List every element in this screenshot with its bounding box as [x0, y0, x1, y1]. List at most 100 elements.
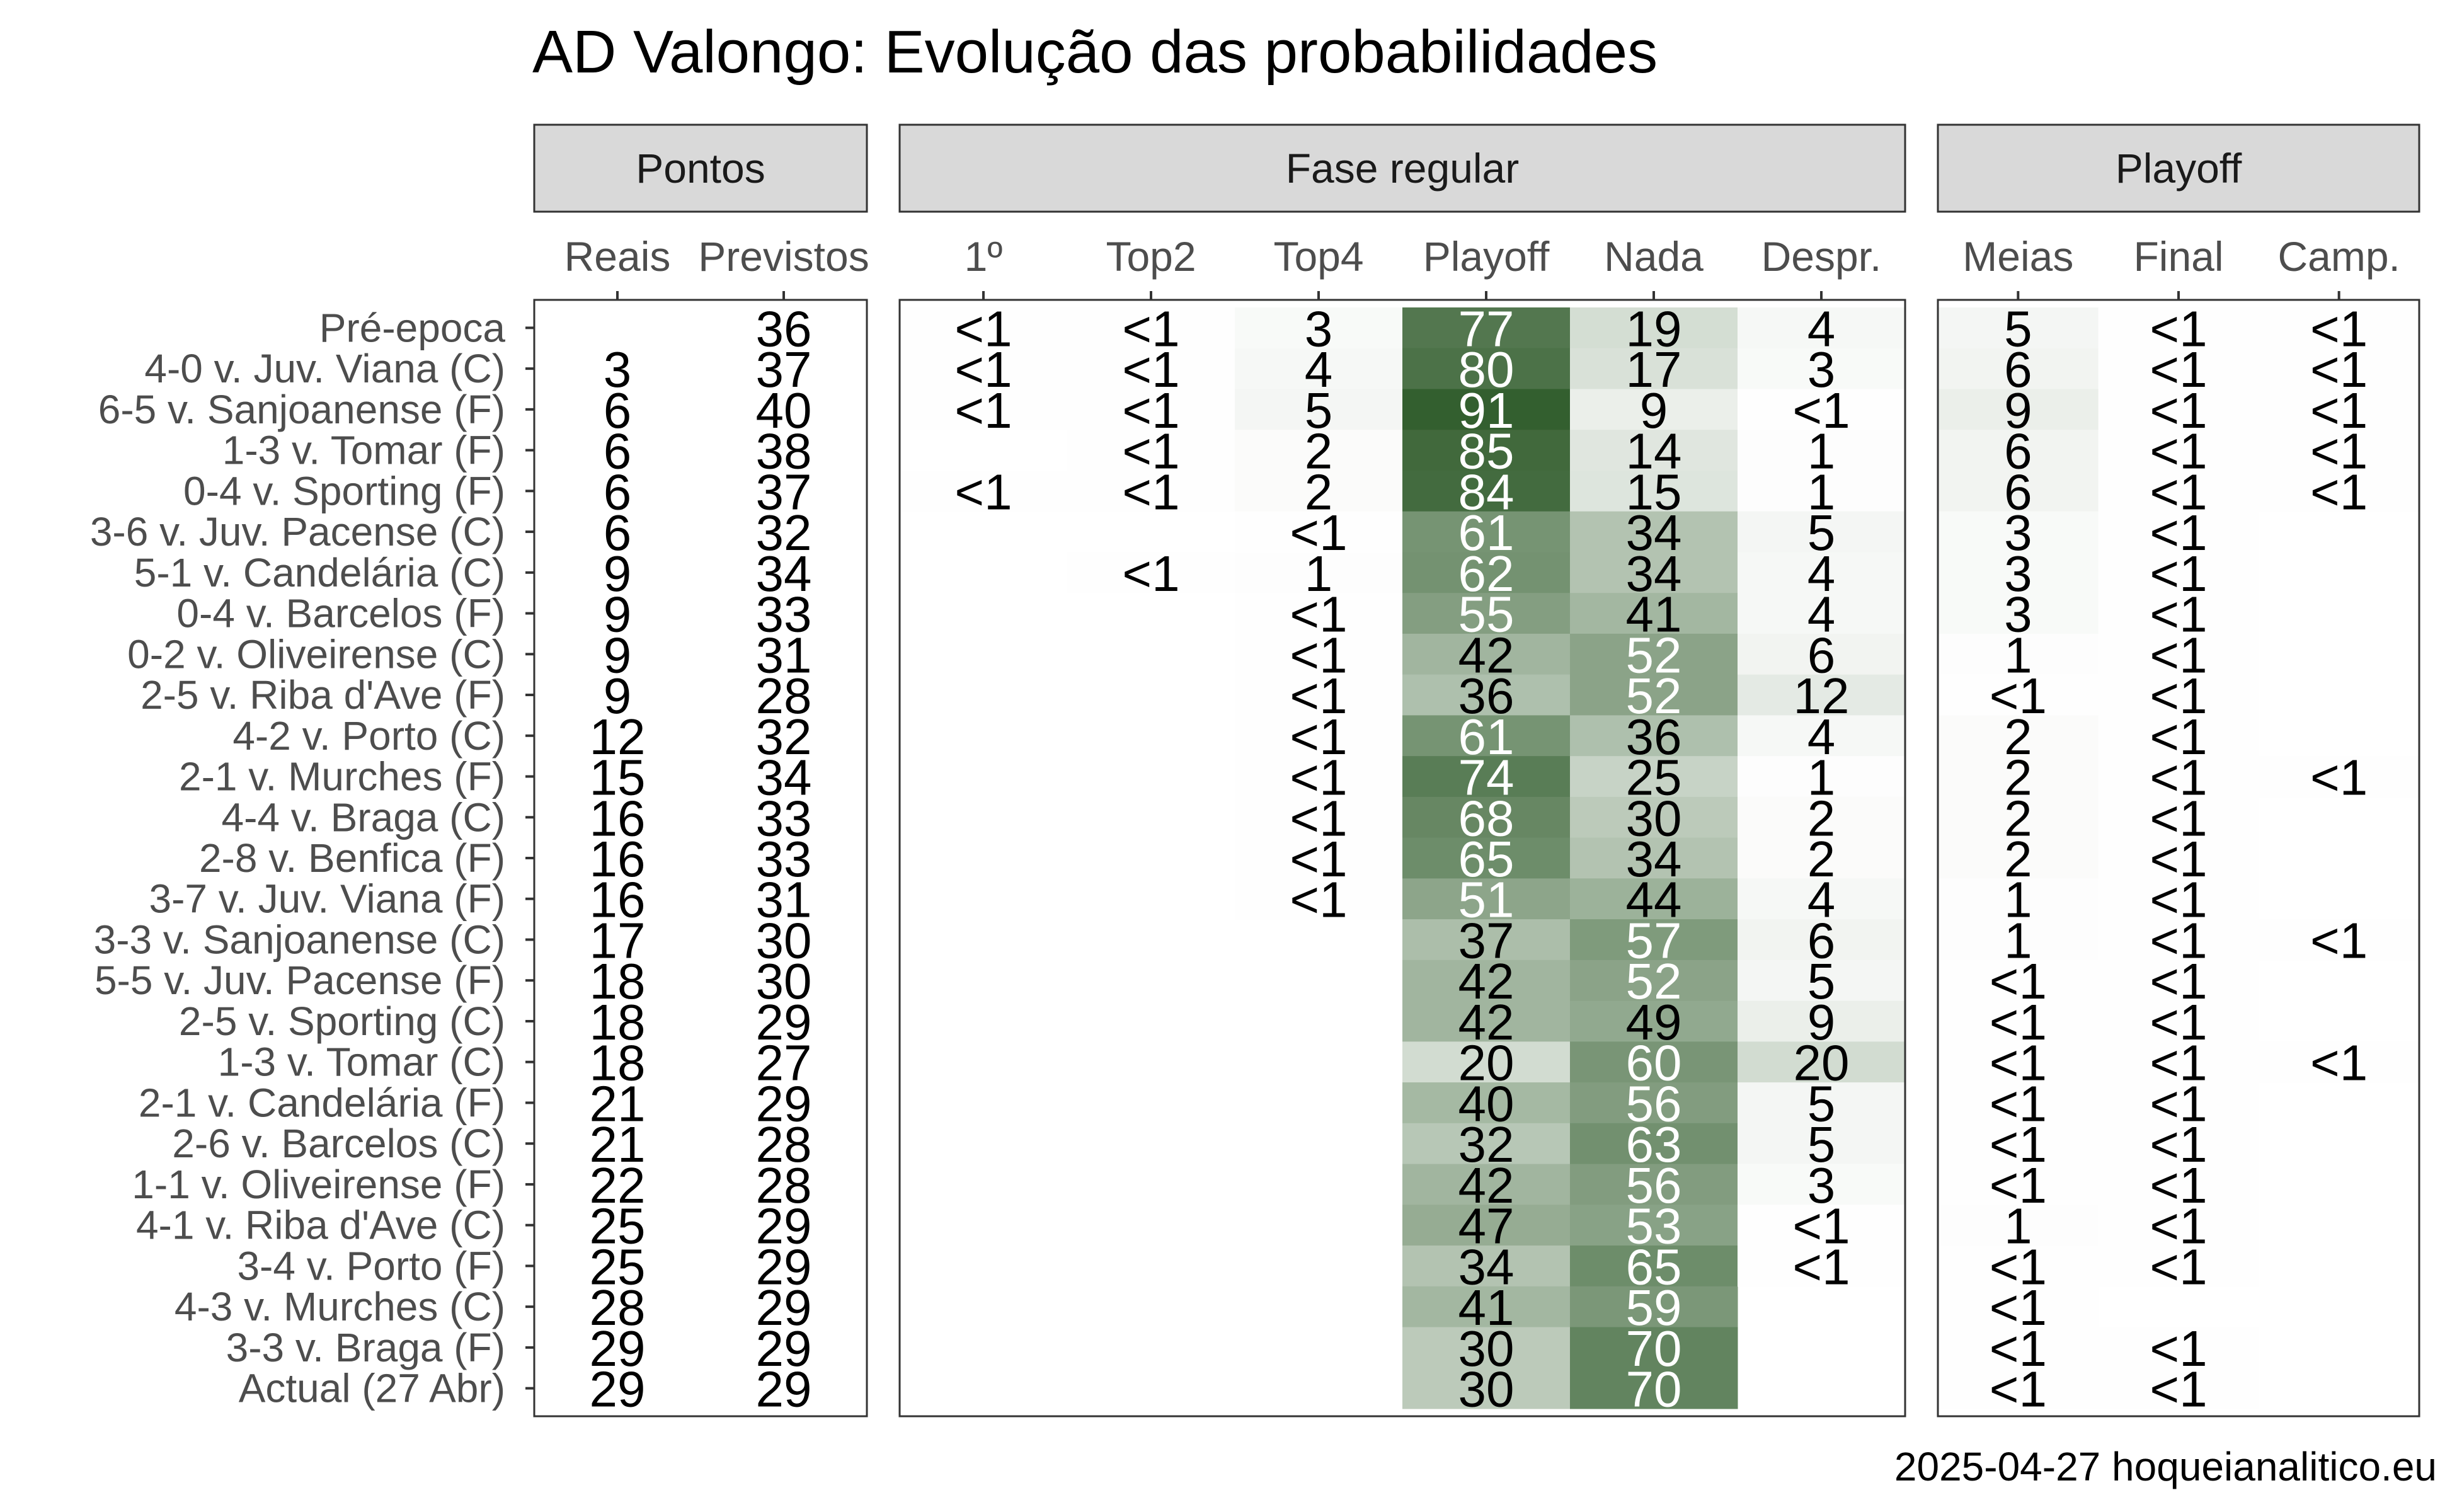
- cell-value: 15: [590, 750, 646, 806]
- cell-value: <1: [1290, 709, 1347, 765]
- cell-value: 3: [2004, 587, 2032, 643]
- heat-cell: [1938, 1082, 2099, 1124]
- heat-cell: [1402, 1246, 1571, 1287]
- cell-value: <1: [2150, 546, 2207, 602]
- row-label: 3-7 v. Juv. Viana (F): [149, 876, 505, 922]
- cell-value: <1: [2150, 1075, 2207, 1131]
- cell-value: 52: [1626, 953, 1682, 1009]
- cell-value: 68: [1458, 790, 1515, 846]
- column-label: Top2: [1106, 233, 1196, 280]
- cell-value: <1: [1792, 382, 1850, 438]
- cell-value: 70: [1626, 1361, 1682, 1418]
- heat-cell: [1738, 959, 1906, 1002]
- cell-value: 30: [756, 912, 812, 968]
- heat-cell: [1235, 430, 1403, 471]
- heat-cell: [1402, 633, 1571, 675]
- cell-value: 9: [2004, 382, 2032, 438]
- cell-value: <1: [954, 301, 1012, 357]
- heat-cell: [2098, 633, 2259, 675]
- cell-value: 36: [756, 301, 812, 357]
- heat-cell: [2098, 1123, 2259, 1165]
- cell-value: <1: [2150, 1320, 2207, 1377]
- heat-cell: [1570, 511, 1738, 553]
- cell-value: 17: [1626, 341, 1682, 398]
- heat-cell: [1067, 430, 1235, 471]
- heat-cell: [1938, 878, 2099, 920]
- column-label: Reais: [564, 233, 671, 280]
- cell-value: 65: [1626, 1239, 1682, 1295]
- heat-cell: [1938, 756, 2099, 798]
- heat-cell: [2098, 1082, 2259, 1124]
- cell-value: <1: [954, 382, 1012, 438]
- heat-cell: [1938, 389, 2099, 430]
- cell-value: 19: [1626, 301, 1682, 357]
- heat-cell: [1938, 1368, 2099, 1409]
- cell-value: 2: [1305, 423, 1333, 479]
- cell-value: 37: [1458, 912, 1515, 968]
- cell-value: 5: [1807, 505, 1836, 561]
- heat-cell: [1402, 674, 1571, 716]
- cell-value: <1: [1792, 1239, 1850, 1295]
- heat-cell: [1235, 307, 1403, 349]
- cell-value: <1: [1290, 750, 1347, 806]
- cell-value: 4: [1807, 872, 1836, 928]
- heat-cell: [1067, 552, 1235, 593]
- heat-cell: [1938, 1041, 2099, 1083]
- heat-cell: [1938, 837, 2099, 879]
- cell-value: 59: [1626, 1280, 1682, 1336]
- cell-value: 27: [756, 1035, 812, 1091]
- cell-value: 37: [756, 341, 812, 398]
- heat-cell: [1938, 1286, 2099, 1328]
- cell-value: 9: [604, 627, 632, 683]
- row-label: 2-8 v. Benfica (F): [199, 835, 505, 881]
- heat-cell: [2098, 1246, 2259, 1287]
- cell-value: 18: [590, 953, 646, 1009]
- cell-value: 29: [756, 1239, 812, 1295]
- panel-strip: [533, 123, 868, 213]
- heat-cell: [1067, 470, 1235, 512]
- cell-value: <1: [1990, 1075, 2047, 1131]
- row-label: 0-2 v. Oliveirense (C): [127, 631, 505, 677]
- heat-cell: [1738, 796, 1906, 839]
- heat-cell: [1938, 959, 2099, 1002]
- heat-cell: [2098, 919, 2259, 961]
- cell-value: <1: [2150, 423, 2207, 479]
- column-label: Final: [2133, 233, 2223, 280]
- cell-value: 14: [1626, 423, 1682, 479]
- cell-value: 55: [1458, 587, 1515, 643]
- column-label: Camp.: [2277, 233, 2400, 280]
- heat-cell: [2098, 430, 2259, 471]
- heat-cell: [1402, 1123, 1571, 1165]
- heat-cell: [2098, 1205, 2259, 1246]
- heat-cell: [1402, 919, 1571, 961]
- cell-value: 42: [1458, 627, 1515, 683]
- heat-cell: [2259, 348, 2420, 389]
- cell-value: 1: [1305, 546, 1333, 602]
- heat-cell: [1570, 552, 1738, 593]
- cell-value: <1: [2310, 423, 2368, 479]
- cell-value: 16: [590, 872, 646, 928]
- cell-value: 1: [2004, 912, 2032, 968]
- cell-value: 5: [2004, 301, 2032, 357]
- heat-cell: [1738, 1082, 1906, 1124]
- heat-cell: [1570, 1164, 1738, 1205]
- heat-cell: [1402, 348, 1571, 389]
- heat-cell: [1402, 552, 1571, 593]
- cell-value: 42: [1458, 1157, 1515, 1213]
- cell-value: <1: [2150, 627, 2207, 683]
- heat-cell: [1402, 593, 1571, 634]
- heat-cell: [1738, 593, 1906, 634]
- row-label: 2-1 v. Candelária (F): [139, 1080, 505, 1125]
- cell-value: <1: [2150, 1239, 2207, 1295]
- heat-cell: [1938, 1000, 2099, 1042]
- cell-value: 56: [1626, 1157, 1682, 1213]
- heat-cell: [2098, 1327, 2259, 1368]
- cell-value: 44: [1626, 872, 1682, 928]
- cell-value: <1: [2310, 912, 2368, 968]
- cell-value: 38: [756, 423, 812, 479]
- cell-value: 29: [756, 1361, 812, 1418]
- heat-cell: [1570, 348, 1738, 389]
- panel-strip: [1937, 123, 2420, 213]
- cell-value: 3: [2004, 505, 2032, 561]
